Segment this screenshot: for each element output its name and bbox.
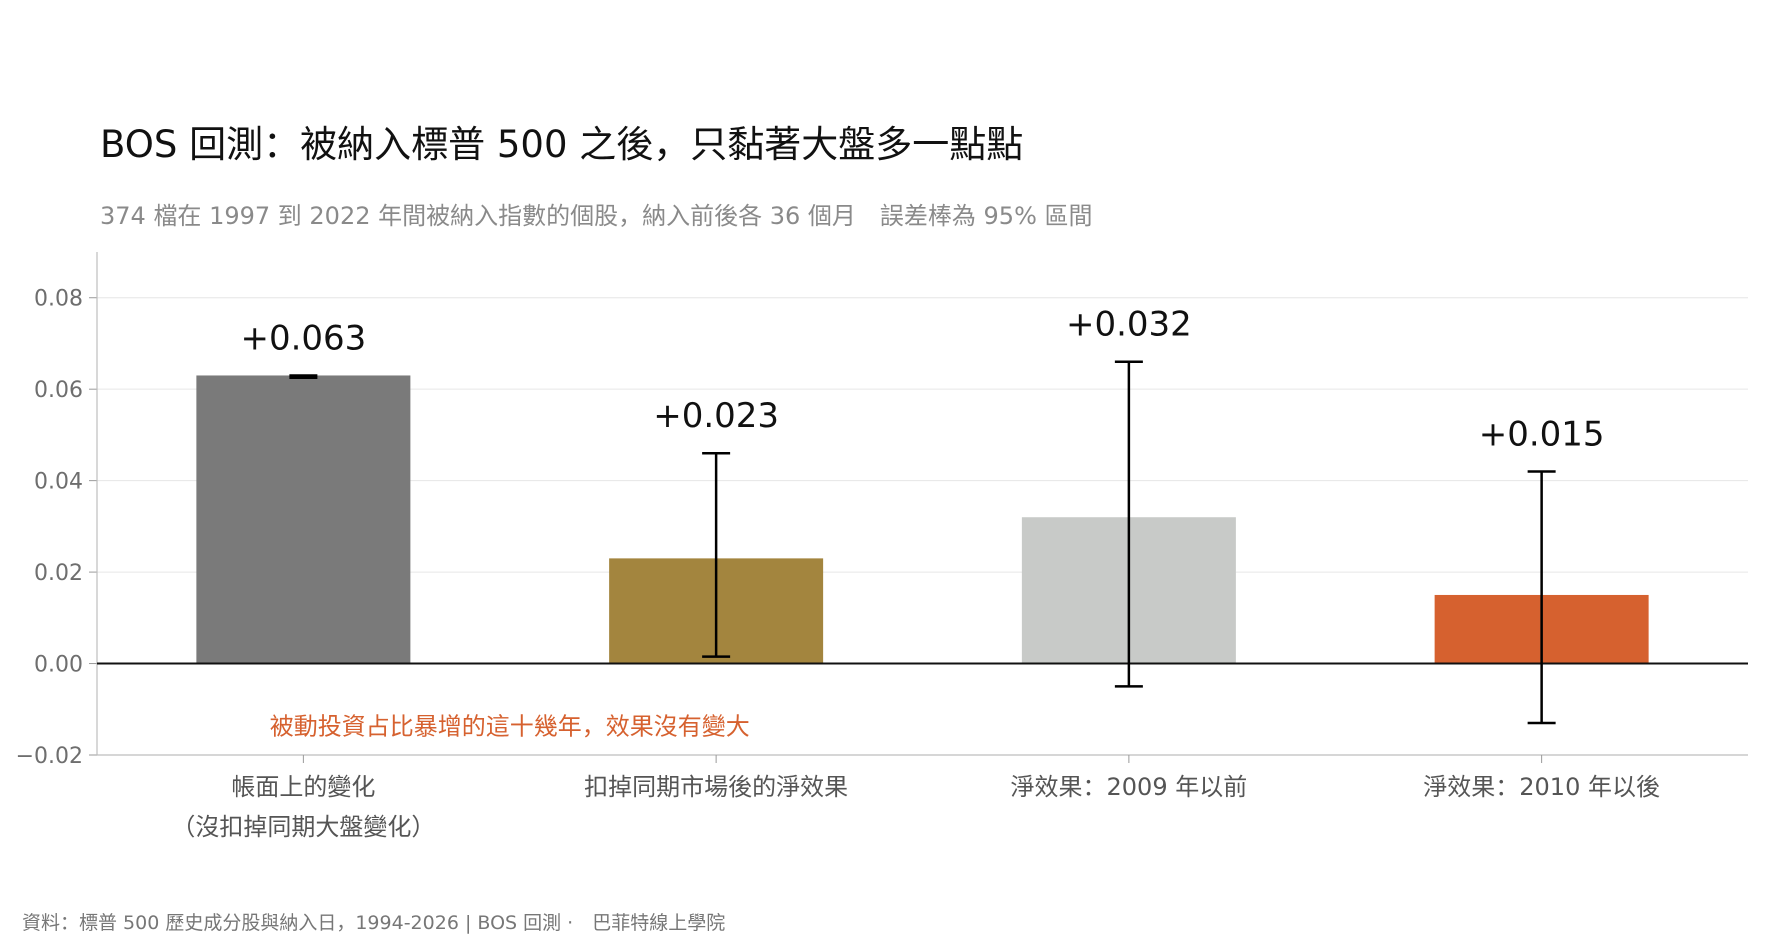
data-label: +0.023: [653, 396, 779, 436]
data-label: +0.063: [240, 318, 366, 358]
y-tick-label: 0.00: [34, 653, 83, 678]
chart-subtitle: 374 檔在 1997 到 2022 年間被納入指數的個股，納入前後各 36 個…: [100, 202, 1093, 230]
x-tick-label: 帳面上的變化: [231, 773, 375, 801]
x-tick-label: 淨效果：2010 年以後: [1423, 773, 1660, 801]
x-tick-label: 淨效果：2009 年以前: [1011, 773, 1248, 801]
y-tick-label: −0.02: [16, 744, 83, 769]
chart-title: BOS 回測：被納入標普 500 之後，只黏著大盤多一點點: [100, 123, 1024, 166]
data-label: +0.032: [1066, 305, 1192, 345]
x-tick-label: （沒扣掉同期大盤變化）: [171, 813, 435, 841]
y-tick-label: 0.02: [34, 561, 83, 586]
data-label: +0.015: [1479, 414, 1605, 454]
annotation-text: 被動投資占比暴增的這十幾年，效果沒有變大: [270, 712, 750, 740]
source-note: 資料：標普 500 歷史成分股與納入日，1994-2026 | BOS 回測 ·…: [22, 912, 726, 934]
y-tick-label: 0.04: [34, 470, 83, 495]
y-tick-label: 0.06: [34, 378, 83, 403]
y-tick-label: 0.08: [34, 287, 83, 312]
x-tick-label: 扣掉同期市場後的淨效果: [584, 773, 848, 801]
bar: [196, 375, 411, 664]
